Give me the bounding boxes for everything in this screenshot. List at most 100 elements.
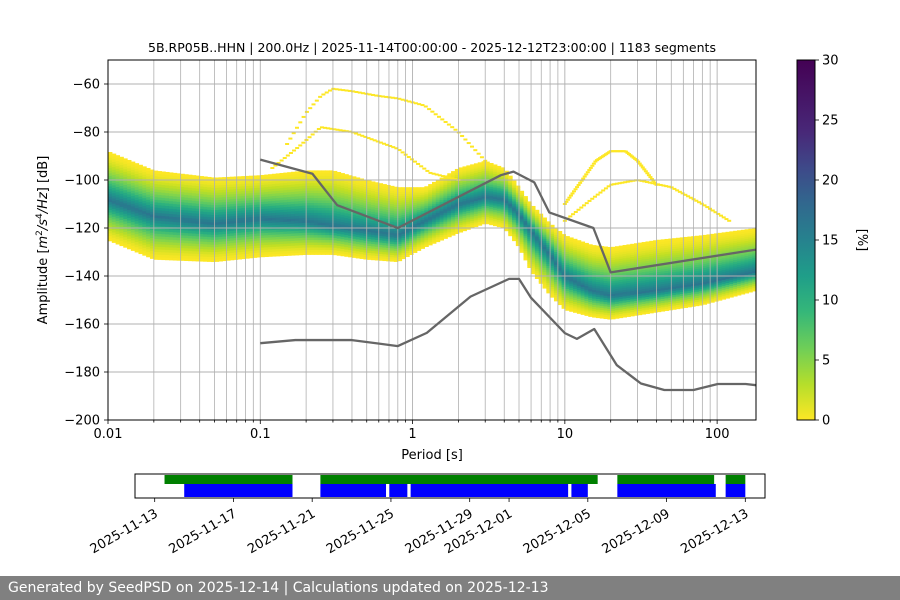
density-cell: [454, 193, 460, 197]
density-cell: [378, 210, 384, 214]
density-cell: [386, 256, 391, 260]
density-cell: [637, 272, 643, 275]
density-cell: [397, 198, 403, 201]
density-cell: [592, 289, 597, 293]
density-cell: [344, 212, 349, 216]
density-cell: [180, 201, 185, 205]
density-cell: [268, 176, 273, 180]
density-cell: [165, 239, 170, 243]
density-cell: [500, 177, 506, 181]
density-cell: [168, 172, 174, 176]
density-cell: [226, 211, 231, 215]
density-cell: [252, 206, 258, 210]
density-cell: [443, 212, 448, 215]
density-cell: [569, 300, 574, 304]
density-cell: [363, 228, 368, 232]
density-cell: [233, 222, 239, 226]
density-cell: [622, 300, 627, 303]
density-cell: [573, 260, 578, 264]
density-cell: [340, 175, 345, 179]
density-cell: [637, 244, 643, 248]
density-cell: [336, 196, 342, 200]
density-cell: [371, 211, 376, 215]
density-cell: [371, 206, 376, 210]
density-cell: [371, 204, 376, 208]
density-cell: [245, 238, 250, 242]
density-cell: [432, 239, 437, 242]
density-cell: [477, 188, 483, 191]
density-cell: [241, 205, 246, 209]
density-cell: [283, 216, 288, 220]
density-cell: [515, 212, 521, 215]
density-cell: [172, 180, 178, 184]
density-column: [336, 172, 342, 256]
density-cell: [443, 219, 448, 223]
density-cell: [466, 182, 471, 185]
density-cell: [237, 234, 243, 238]
density-cell: [641, 258, 647, 262]
density-cell: [622, 312, 627, 316]
density-cell: [287, 211, 292, 215]
density-cell: [489, 210, 494, 213]
density-cell: [203, 253, 208, 257]
density-cell: [115, 199, 121, 203]
density-cell: [439, 236, 445, 239]
density-cell: [153, 238, 159, 242]
density-cell: [611, 280, 616, 284]
density-cell: [294, 183, 300, 187]
density-cell: [462, 175, 467, 179]
density-cell: [599, 265, 605, 268]
density-cell: [302, 227, 307, 231]
density-cell: [329, 185, 334, 189]
density-cell: [146, 199, 151, 203]
density-cell: [607, 306, 612, 309]
density-cell: [153, 183, 159, 187]
density-cell: [157, 181, 162, 185]
density-cell: [108, 152, 113, 156]
density-cell: [611, 308, 616, 311]
density-cell: [393, 188, 399, 192]
density-cell: [595, 306, 601, 310]
density-cell: [584, 247, 589, 250]
density-cell: [630, 296, 635, 300]
density-cell: [268, 179, 273, 182]
density-cell: [237, 241, 243, 245]
density-cell: [374, 191, 380, 195]
density-cell: [618, 279, 624, 283]
density-cell: [641, 290, 647, 294]
density-cell: [622, 281, 627, 284]
density-cell: [386, 200, 391, 204]
density-cell: [249, 195, 254, 198]
density-cell: [321, 239, 326, 243]
density-column: [306, 170, 311, 255]
density-cell: [412, 196, 418, 200]
density-cell: [165, 244, 170, 248]
density-cell: [203, 191, 208, 195]
density-cell: [268, 227, 273, 231]
density-cell: [634, 258, 639, 261]
density-cell: [108, 180, 113, 184]
density-cell: [191, 190, 197, 194]
density-cell: [184, 207, 189, 211]
density-cell: [492, 168, 498, 171]
density-column: [317, 170, 323, 255]
density-cell: [275, 192, 281, 196]
density-cell: [180, 204, 185, 208]
density-cell: [397, 223, 403, 227]
density-cell: [599, 307, 605, 311]
density-cell: [569, 285, 574, 288]
density-cell: [138, 227, 143, 231]
density-cell: [130, 211, 136, 215]
density-cell: [641, 252, 647, 256]
density-cell: [260, 213, 265, 217]
density-cell: [561, 286, 567, 290]
density-cell: [348, 201, 353, 205]
density-cell: [290, 223, 296, 227]
density-cell: [233, 208, 239, 212]
density-column: [115, 155, 121, 245]
density-cell: [588, 273, 593, 277]
density-cell: [294, 247, 300, 251]
density-cell: [500, 197, 506, 200]
density-cell: [229, 208, 235, 212]
density-cell: [188, 235, 193, 239]
